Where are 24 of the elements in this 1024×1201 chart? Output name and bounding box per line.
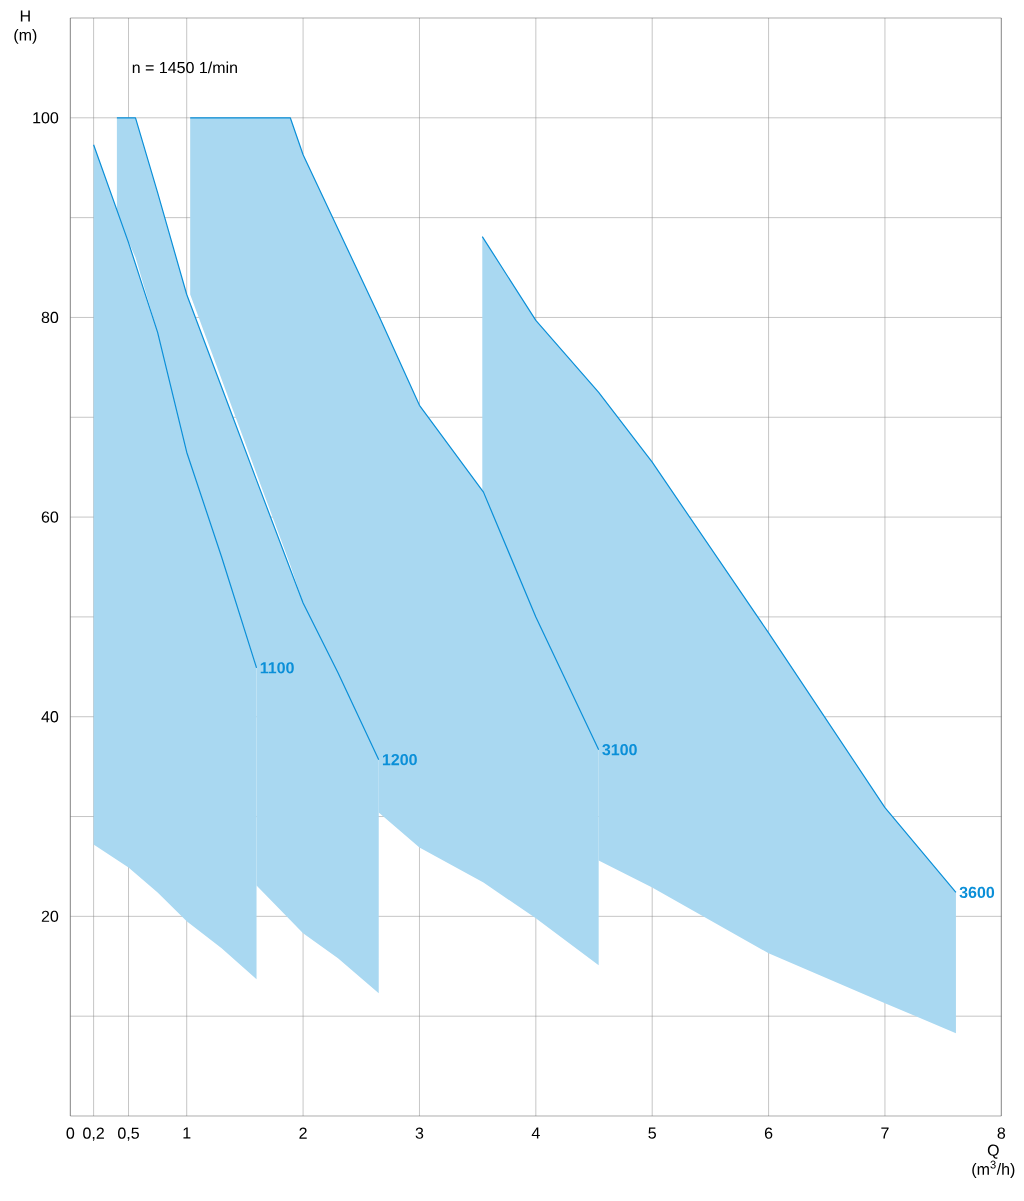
y-tick-label: 100: [33, 112, 59, 124]
annotation: n = 1450 1/min: [132, 61, 238, 74]
series-label: 3100: [602, 743, 637, 756]
x-tick-label: 0: [66, 1127, 75, 1139]
x-tick-label: 1: [183, 1127, 191, 1139]
y-tick-label: 60: [41, 511, 59, 523]
x-tick-label: 2: [299, 1127, 307, 1139]
x-tick-label: 0,2: [83, 1127, 105, 1141]
x-tick-label: 8: [997, 1127, 1006, 1139]
x-tick-label: 0,5: [118, 1127, 140, 1141]
x-tick-label: 5: [648, 1127, 657, 1139]
y-tick-label: 40: [41, 711, 59, 723]
y-tick-label: 80: [41, 311, 59, 324]
x-tick-label: 7: [881, 1127, 889, 1139]
line-series: [93, 144, 258, 669]
x-tick-label: 3: [415, 1127, 424, 1139]
y-tick-label: 20: [41, 910, 59, 923]
series-label: 1200: [383, 753, 418, 766]
x-tick-label: 6: [765, 1127, 773, 1139]
x-axis-title: Q (m$^{3}$/h): [972, 1144, 1015, 1179]
x-tick-label: 4: [531, 1127, 540, 1139]
y-axis-title: H (m): [14, 10, 37, 44]
series-label: 3600: [959, 886, 995, 899]
series-label: 1100: [260, 662, 294, 674]
